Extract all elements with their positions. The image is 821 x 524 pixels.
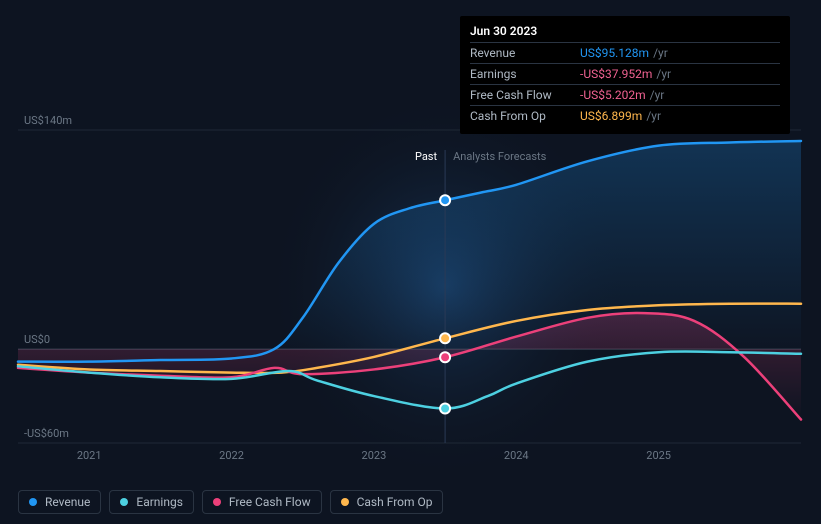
legend-swatch [341,498,349,506]
legend-swatch [213,498,221,506]
svg-text:2022: 2022 [219,449,244,462]
tooltip-unit: /yr [653,46,668,60]
tooltip-label: Earnings [470,67,580,81]
chart-legend: Revenue Earnings Free Cash Flow Cash From O… [18,490,443,514]
tooltip-value: US$95.128m [580,46,649,60]
legend-label: Earnings [136,495,183,509]
legend-item-earnings[interactable]: Earnings [109,490,194,514]
tooltip-value: -US$5.202m [580,88,646,102]
tooltip-value: US$6.899m [580,109,642,123]
svg-text:US$140m: US$140m [24,114,72,127]
tooltip-label: Revenue [470,46,580,60]
legend-item-free_cash_flow[interactable]: Free Cash Flow [202,490,322,514]
legend-swatch [29,498,37,506]
past-label: Past [415,150,437,163]
legend-item-revenue[interactable]: Revenue [18,490,101,514]
tooltip-unit: /yr [656,67,671,81]
tooltip-date: Jun 30 2023 [470,24,780,38]
legend-label: Revenue [45,495,90,509]
tooltip-label: Free Cash Flow [470,88,580,102]
svg-text:-US$60m: -US$60m [24,427,69,440]
legend-swatch [120,498,128,506]
legend-label: Cash From Op [357,495,433,509]
tooltip-value: -US$37.952m [580,67,652,81]
tooltip-unit: /yr [646,109,661,123]
svg-text:2024: 2024 [504,449,529,462]
svg-text:2023: 2023 [362,449,387,462]
svg-text:2025: 2025 [646,449,671,462]
tooltip-row: Earnings-US$37.952m/yr [470,63,780,84]
svg-text:US$0: US$0 [24,333,50,346]
chart-tooltip: Jun 30 2023 RevenueUS$95.128m/yrEarnings… [460,16,790,134]
tooltip-label: Cash From Op [470,109,580,123]
legend-item-cash_from_op[interactable]: Cash From Op [330,490,444,514]
tooltip-row: Free Cash Flow-US$5.202m/yr [470,84,780,105]
forecast-label: Analysts Forecasts [453,150,546,163]
tooltip-row: RevenueUS$95.128m/yr [470,42,780,63]
tooltip-unit: /yr [650,88,665,102]
legend-label: Free Cash Flow [229,495,311,509]
tooltip-row: Cash From OpUS$6.899m/yr [470,105,780,126]
financials-chart: US$140m US$0 -US$60m 2021 2022 2023 2024 2025 J… [0,0,821,524]
svg-text:2021: 2021 [77,449,102,462]
